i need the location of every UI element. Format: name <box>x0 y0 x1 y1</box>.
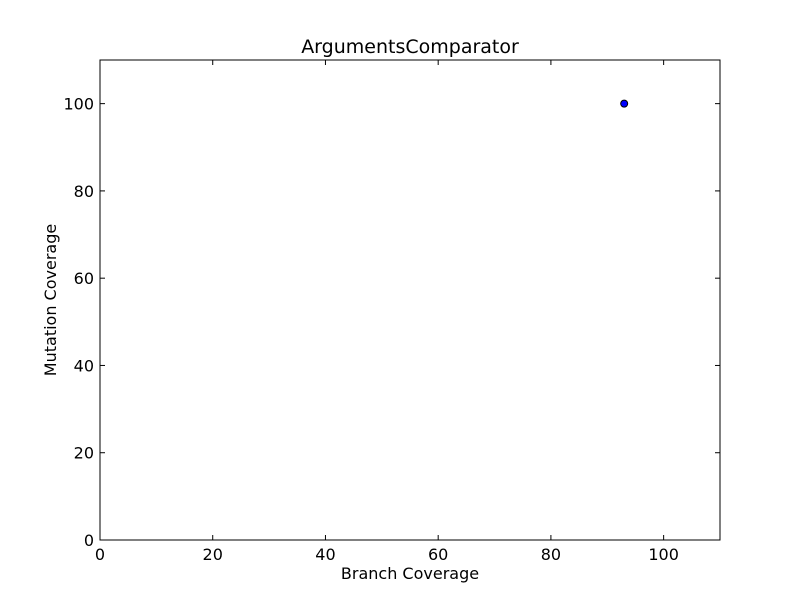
data-point <box>620 99 629 108</box>
y-axis-label: Mutation Coverage <box>41 224 60 376</box>
y-tick-label: 20 <box>74 444 94 463</box>
chart-title: ArgumentsComparator <box>301 36 519 58</box>
y-tick-label: 80 <box>74 182 94 201</box>
y-tick-label: 100 <box>63 95 94 114</box>
data-points <box>620 99 629 108</box>
y-tick-label: 60 <box>74 269 94 288</box>
x-tick-label: 60 <box>428 545 448 564</box>
y-axis-ticks: 0 20 40 60 80 100 <box>63 95 720 550</box>
plot-area-frame <box>99 59 721 541</box>
y-tick-label: 0 <box>84 531 94 550</box>
x-tick-label: 40 <box>315 545 335 564</box>
y-tick-label: 40 <box>74 356 94 375</box>
x-tick-label: 80 <box>541 545 561 564</box>
x-tick-label: 0 <box>95 545 105 564</box>
x-tick-label: 100 <box>648 545 679 564</box>
x-axis-ticks: 0 20 40 60 80 100 <box>95 60 679 564</box>
x-tick-label: 20 <box>203 545 223 564</box>
x-axis-label: Branch Coverage <box>341 564 479 583</box>
